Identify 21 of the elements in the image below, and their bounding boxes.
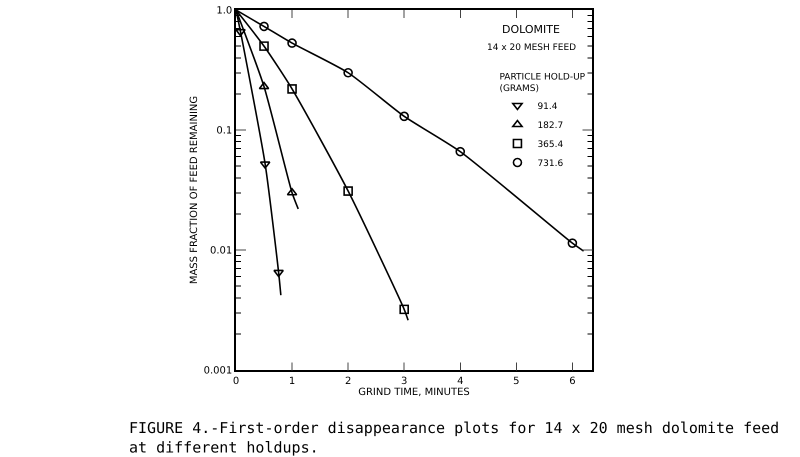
legend-label: 91.4	[537, 102, 558, 112]
legend-label: 182.7	[537, 121, 564, 132]
legend-label: 365.4	[537, 140, 564, 150]
text: DOLOMITE	[502, 23, 560, 36]
x-tick-label: 5	[513, 376, 520, 387]
text: 14 x 20 MESH FEED	[487, 43, 576, 53]
y-tick-label: 0.1	[216, 126, 232, 136]
legend-title: PARTICLE HOLD-UP (GRAMS)	[499, 72, 586, 94]
x-tick-label: 2	[344, 376, 352, 387]
x-tick-label: 3	[401, 376, 408, 387]
y-axis-title: MASS FRACTION OF FEED REMAINING	[189, 96, 200, 284]
legend-label: 731.6	[537, 159, 564, 170]
y-tick-label: 1.0	[216, 6, 232, 16]
caption: FIGURE 4.-First-order disappearance plots for 14 x 20 mesh dolomite feed at different holdups.	[129, 419, 780, 456]
y-tick-label: 0.01	[210, 246, 232, 256]
x-tick-label: 4	[457, 376, 464, 387]
x-tick-label: 0	[232, 376, 240, 387]
x-axis-title: GRIND TIME, MINUTES	[358, 386, 470, 398]
x-tick-label: 6	[569, 376, 576, 387]
x-tick-label: 1	[288, 376, 296, 387]
y-tick-label: 0.001	[204, 366, 232, 376]
